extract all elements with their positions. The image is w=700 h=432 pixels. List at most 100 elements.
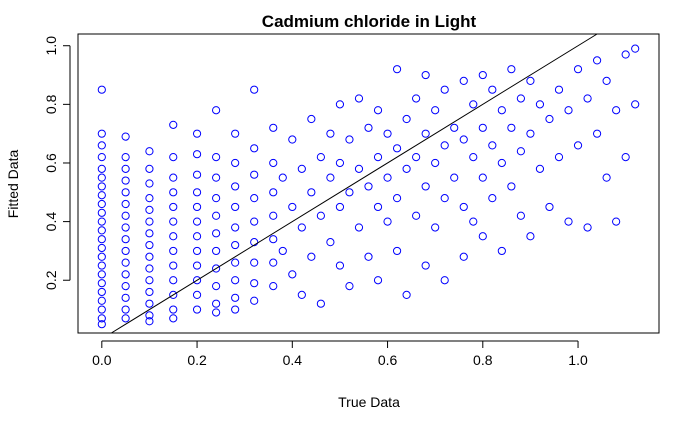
data-point bbox=[373, 202, 383, 212]
data-point bbox=[316, 211, 325, 220]
data-point bbox=[421, 70, 430, 80]
data-point bbox=[97, 279, 106, 288]
data-point bbox=[97, 320, 106, 329]
data-point bbox=[97, 261, 106, 270]
data-point bbox=[526, 232, 535, 241]
data-point bbox=[97, 252, 106, 261]
data-point bbox=[169, 217, 178, 226]
data-point bbox=[169, 173, 178, 182]
data-point bbox=[121, 314, 130, 323]
data-point bbox=[97, 217, 106, 226]
data-point bbox=[326, 129, 335, 138]
data-point bbox=[478, 70, 487, 80]
data-point bbox=[192, 261, 202, 270]
data-point bbox=[169, 314, 178, 323]
data-point bbox=[269, 188, 278, 197]
data-point bbox=[545, 202, 554, 212]
data-point bbox=[488, 141, 497, 150]
data-point bbox=[145, 264, 154, 273]
data-point bbox=[231, 182, 240, 191]
data-point bbox=[121, 293, 130, 302]
x-tick-label: 0.0 bbox=[92, 352, 112, 368]
data-point bbox=[145, 205, 154, 214]
data-point bbox=[402, 114, 411, 124]
data-point bbox=[431, 223, 440, 232]
data-point bbox=[212, 211, 221, 220]
data-point bbox=[392, 65, 402, 74]
data-point bbox=[526, 76, 535, 86]
data-point bbox=[231, 305, 240, 314]
data-point bbox=[621, 153, 630, 162]
data-point bbox=[316, 299, 325, 308]
data-point bbox=[97, 296, 106, 305]
x-axis-label: True Data bbox=[338, 394, 400, 410]
y-tick-label: 0.6 bbox=[43, 153, 59, 173]
data-point bbox=[121, 164, 130, 173]
data-point bbox=[121, 211, 130, 220]
data-point bbox=[431, 158, 440, 168]
data-point bbox=[488, 85, 497, 94]
x-tick-label: 0.8 bbox=[473, 352, 493, 368]
data-point bbox=[288, 270, 297, 279]
data-point bbox=[364, 252, 373, 261]
data-point bbox=[383, 129, 392, 138]
data-point bbox=[631, 100, 640, 109]
data-point bbox=[478, 173, 487, 182]
data-point bbox=[307, 114, 316, 124]
data-point bbox=[373, 276, 383, 285]
data-point bbox=[450, 173, 459, 182]
data-point bbox=[469, 217, 478, 226]
data-point bbox=[269, 158, 278, 168]
data-point bbox=[392, 246, 402, 256]
data-point bbox=[250, 279, 259, 288]
data-point bbox=[507, 123, 516, 132]
data-point bbox=[440, 194, 449, 203]
data-point bbox=[516, 211, 525, 220]
data-point bbox=[145, 317, 154, 326]
data-point bbox=[231, 129, 240, 138]
data-point bbox=[431, 106, 440, 115]
data-point bbox=[412, 211, 421, 220]
data-point bbox=[326, 238, 335, 247]
data-point bbox=[169, 290, 178, 299]
data-point bbox=[121, 258, 130, 267]
data-point bbox=[516, 147, 525, 156]
data-point bbox=[278, 173, 287, 182]
data-point bbox=[169, 246, 178, 256]
data-point bbox=[192, 217, 202, 226]
y-tick-label: 1.0 bbox=[43, 36, 59, 56]
data-point bbox=[192, 305, 202, 314]
data-point bbox=[97, 85, 106, 94]
data-point bbox=[269, 258, 278, 267]
data-point bbox=[573, 141, 583, 150]
data-point bbox=[212, 173, 221, 182]
data-point bbox=[297, 290, 306, 299]
data-point bbox=[192, 188, 202, 197]
data-point bbox=[297, 223, 306, 232]
data-point bbox=[535, 164, 545, 173]
data-point bbox=[364, 182, 373, 191]
data-point bbox=[583, 223, 592, 232]
data-point bbox=[440, 141, 449, 150]
data-point bbox=[97, 191, 106, 200]
data-point bbox=[354, 223, 364, 232]
data-point bbox=[145, 299, 154, 308]
data-point bbox=[554, 153, 564, 162]
data-point bbox=[516, 94, 525, 103]
data-point bbox=[602, 173, 611, 182]
x-tick-label: 0.6 bbox=[378, 352, 398, 368]
data-point bbox=[335, 261, 345, 270]
data-point bbox=[535, 100, 545, 109]
data-point bbox=[507, 182, 516, 191]
data-point bbox=[345, 282, 354, 291]
y-tick-label: 0.8 bbox=[43, 94, 59, 114]
data-point bbox=[145, 252, 154, 261]
data-point bbox=[212, 246, 221, 256]
data-point bbox=[307, 252, 316, 261]
data-point bbox=[383, 217, 392, 226]
data-point bbox=[212, 229, 221, 238]
data-point bbox=[145, 240, 154, 250]
data-point bbox=[231, 223, 240, 232]
data-point bbox=[564, 106, 573, 115]
data-point bbox=[459, 76, 468, 86]
